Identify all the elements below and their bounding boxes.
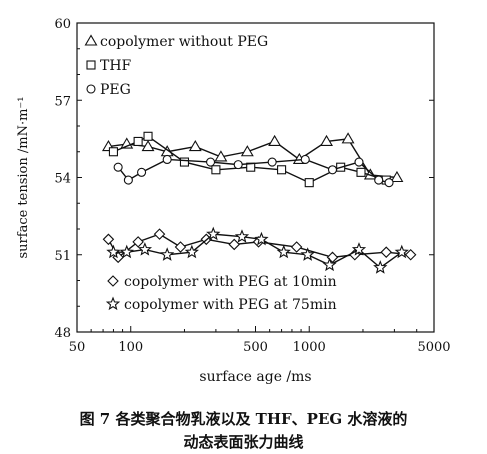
series-3-point-6 xyxy=(228,238,241,251)
series-1-point-4 xyxy=(211,165,221,175)
series-2-point-11 xyxy=(384,178,394,188)
x-tick-label-0: 50 xyxy=(69,340,86,355)
y-tick-label-4: 60 xyxy=(54,17,71,32)
series-2-point-3 xyxy=(162,154,172,165)
series-2-point-2 xyxy=(137,167,147,177)
series-4-point-13 xyxy=(394,244,409,259)
legend-label-top-0: copolymer without PEG xyxy=(100,34,268,50)
legend-label-bottom-0: copolymer with PEG at 10min xyxy=(124,274,337,290)
series-2-point-4 xyxy=(206,157,216,167)
x-tick-label-4: 5000 xyxy=(417,340,450,355)
y-tick-label-0: 48 xyxy=(54,326,71,341)
legend-marker-bottom-1 xyxy=(105,296,121,311)
figure-caption-line-2: 动态表面张力曲线 xyxy=(183,433,304,451)
series-1-point-9 xyxy=(356,167,366,177)
series-4-point-7 xyxy=(254,231,269,246)
series-0-point-12 xyxy=(390,170,404,183)
series-4-point-8 xyxy=(276,244,291,259)
series-2-point-10 xyxy=(374,175,384,185)
legend-label-top-2: PEG xyxy=(100,82,131,98)
series-3-point-8 xyxy=(290,241,303,253)
series-2-point-0 xyxy=(113,162,123,172)
series-0-point-4 xyxy=(188,140,202,152)
x-tick-label-3: 1000 xyxy=(293,340,326,355)
series-4-point-9 xyxy=(300,247,315,261)
chart: 48 51 54 57 60 50 100 500 1000 5000 surface age /m… xyxy=(16,17,451,385)
figure-caption-line-1: 图 7 各类聚合物乳液以及 THF、PEG 水溶液的 xyxy=(79,410,408,428)
series-1-point-7 xyxy=(304,178,314,188)
x-tick-label-2: 500 xyxy=(243,340,268,355)
series-0-point-5 xyxy=(214,150,228,162)
series-1-point-0 xyxy=(108,147,118,157)
series-0-point-6 xyxy=(240,145,254,157)
series-2-point-9 xyxy=(354,157,364,167)
series-1-point-2 xyxy=(143,131,153,141)
series-2-point-8 xyxy=(327,165,338,175)
series-4-point-10 xyxy=(322,257,337,272)
series-4-point-2 xyxy=(137,242,153,256)
series-2-point-7 xyxy=(300,154,310,165)
legend-label-bottom-1: copolymer with PEG at 75min xyxy=(124,297,337,313)
legend-marker-top-2 xyxy=(86,84,96,94)
series-4-point-1 xyxy=(119,244,134,259)
legend-marker-top-0 xyxy=(84,34,98,46)
y-axis-label: surface tension /mN·m⁻¹ xyxy=(16,97,31,259)
series-0-point-7 xyxy=(268,134,282,146)
series-4-point-0 xyxy=(106,244,121,259)
series-0-point-2 xyxy=(141,140,155,152)
series-2-point-6 xyxy=(267,157,277,167)
series-line-4 xyxy=(113,233,403,269)
y-tick-label-2: 54 xyxy=(54,172,71,187)
series-4-point-6 xyxy=(234,229,250,243)
series-2-point-1 xyxy=(123,175,133,185)
x-tick-label-1: 100 xyxy=(118,340,143,355)
series-1-point-3 xyxy=(179,157,190,167)
series-0-point-9 xyxy=(320,134,333,146)
legend-marker-top-1 xyxy=(86,60,96,70)
legend-marker-bottom-0 xyxy=(107,275,119,287)
series-3-point-2 xyxy=(132,236,144,248)
x-axis-label: surface age /ms xyxy=(199,369,311,385)
y-tick-label-3: 57 xyxy=(54,94,71,109)
series-2-point-5 xyxy=(233,160,243,170)
series-1-point-6 xyxy=(277,165,287,175)
series-4-point-12 xyxy=(373,260,388,274)
series-3-point-12 xyxy=(404,248,417,261)
series-3-point-4 xyxy=(174,241,187,253)
legend-label-top-1: THF xyxy=(100,58,132,74)
series-4-point-3 xyxy=(160,247,175,261)
series-4-point-4 xyxy=(184,244,199,259)
series-4-point-11 xyxy=(351,242,367,256)
series-0-point-10 xyxy=(341,132,355,144)
y-tick-label-1: 51 xyxy=(54,249,71,264)
series-1-point-1 xyxy=(133,136,143,146)
series-3-point-11 xyxy=(380,246,393,258)
series-3-point-0 xyxy=(102,233,115,246)
series-3-point-3 xyxy=(153,228,166,240)
series-4-point-5 xyxy=(206,226,221,241)
